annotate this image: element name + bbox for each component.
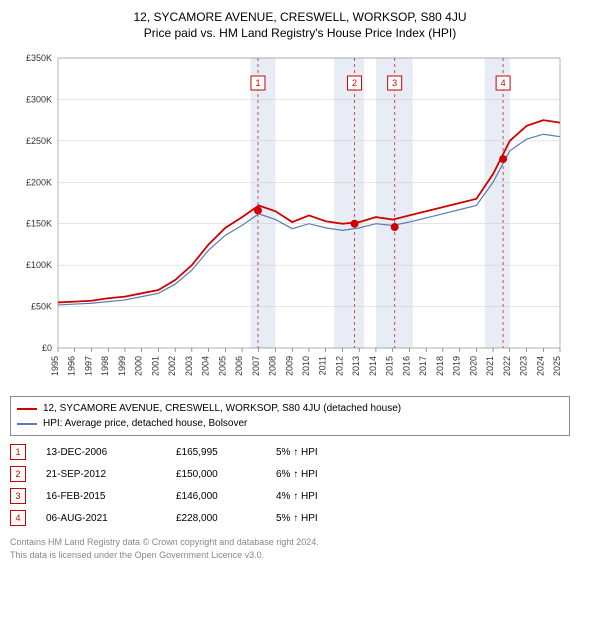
sale-row: 3 16-FEB-2015 £146,000 4% ↑ HPI [10, 488, 590, 504]
svg-text:1995: 1995 [50, 356, 60, 376]
sale-price: £165,995 [176, 447, 256, 458]
svg-text:2003: 2003 [184, 356, 194, 376]
svg-text:2007: 2007 [251, 356, 261, 376]
svg-text:2006: 2006 [234, 356, 244, 376]
svg-text:£250K: £250K [26, 136, 52, 146]
sale-date: 06-AUG-2021 [46, 513, 156, 524]
svg-text:2020: 2020 [468, 356, 478, 376]
footer-line-2: This data is licensed under the Open Gov… [10, 549, 590, 562]
legend-swatch-property [17, 408, 37, 410]
svg-text:£50K: £50K [31, 302, 52, 312]
legend-swatch-hpi [17, 423, 37, 425]
svg-text:2021: 2021 [485, 356, 495, 376]
svg-text:2001: 2001 [150, 356, 160, 376]
svg-text:2005: 2005 [217, 356, 227, 376]
svg-text:2009: 2009 [284, 356, 294, 376]
svg-text:2016: 2016 [401, 356, 411, 376]
sale-price: £146,000 [176, 491, 256, 502]
svg-text:2: 2 [352, 78, 357, 88]
sale-delta: 6% ↑ HPI [276, 469, 366, 480]
svg-text:2014: 2014 [368, 356, 378, 376]
svg-text:2024: 2024 [535, 356, 545, 376]
svg-text:1997: 1997 [83, 356, 93, 376]
svg-text:2004: 2004 [201, 356, 211, 376]
svg-text:2025: 2025 [552, 356, 562, 376]
svg-text:2018: 2018 [435, 356, 445, 376]
svg-text:3: 3 [392, 78, 397, 88]
svg-text:2023: 2023 [519, 356, 529, 376]
sale-row: 4 06-AUG-2021 £228,000 5% ↑ HPI [10, 510, 590, 526]
sale-delta: 5% ↑ HPI [276, 513, 366, 524]
sale-row: 1 13-DEC-2006 £165,995 5% ↑ HPI [10, 444, 590, 460]
sale-marker-box: 1 [10, 444, 26, 460]
svg-text:£200K: £200K [26, 177, 52, 187]
svg-text:2010: 2010 [301, 356, 311, 376]
legend-row-hpi: HPI: Average price, detached house, Bols… [17, 416, 563, 431]
svg-text:2022: 2022 [502, 356, 512, 376]
chart-container: £0 £50K £100K £150K £200K £250K £300K £350K 1995… [10, 48, 590, 388]
legend-label-hpi: HPI: Average price, detached house, Bols… [43, 416, 247, 431]
svg-text:2011: 2011 [318, 356, 328, 375]
svg-text:£100K: £100K [26, 260, 52, 270]
sale-date: 16-FEB-2015 [46, 491, 156, 502]
svg-text:£150K: £150K [26, 219, 52, 229]
page-subtitle: Price paid vs. HM Land Registry's House … [10, 26, 590, 40]
svg-text:£0: £0 [42, 343, 52, 353]
svg-text:2015: 2015 [385, 356, 395, 376]
page-title: 12, SYCAMORE AVENUE, CRESWELL, WORKSOP, … [10, 10, 590, 24]
sale-delta: 5% ↑ HPI [276, 447, 366, 458]
legend: 12, SYCAMORE AVENUE, CRESWELL, WORKSOP, … [10, 396, 570, 436]
sale-price: £228,000 [176, 513, 256, 524]
sale-marker-box: 2 [10, 466, 26, 482]
svg-text:2017: 2017 [418, 356, 428, 376]
svg-text:1996: 1996 [67, 356, 77, 376]
price-chart: £0 £50K £100K £150K £200K £250K £300K £350K 1995… [10, 48, 570, 388]
svg-text:2012: 2012 [334, 356, 344, 376]
svg-text:2019: 2019 [452, 356, 462, 376]
footer: Contains HM Land Registry data © Crown c… [10, 536, 590, 561]
sale-date: 13-DEC-2006 [46, 447, 156, 458]
sales-table: 1 13-DEC-2006 £165,995 5% ↑ HPI 2 21-SEP-2012… [10, 444, 590, 526]
sale-marker-box: 4 [10, 510, 26, 526]
sale-price: £150,000 [176, 469, 256, 480]
svg-text:4: 4 [501, 78, 506, 88]
sale-delta: 4% ↑ HPI [276, 491, 366, 502]
sale-row: 2 21-SEP-2012 £150,000 6% ↑ HPI [10, 466, 590, 482]
legend-row-property: 12, SYCAMORE AVENUE, CRESWELL, WORKSOP, … [17, 401, 563, 416]
svg-text:1999: 1999 [117, 356, 127, 376]
footer-line-1: Contains HM Land Registry data © Crown c… [10, 536, 590, 549]
svg-text:1998: 1998 [100, 356, 110, 376]
legend-label-property: 12, SYCAMORE AVENUE, CRESWELL, WORKSOP, … [43, 401, 401, 416]
svg-text:2000: 2000 [134, 356, 144, 376]
svg-text:2013: 2013 [351, 356, 361, 376]
svg-text:£300K: £300K [26, 94, 52, 104]
svg-text:2002: 2002 [167, 356, 177, 376]
svg-text:2008: 2008 [268, 356, 278, 376]
svg-text:£350K: £350K [26, 53, 52, 63]
svg-text:1: 1 [255, 78, 260, 88]
sale-marker-box: 3 [10, 488, 26, 504]
sale-date: 21-SEP-2012 [46, 469, 156, 480]
